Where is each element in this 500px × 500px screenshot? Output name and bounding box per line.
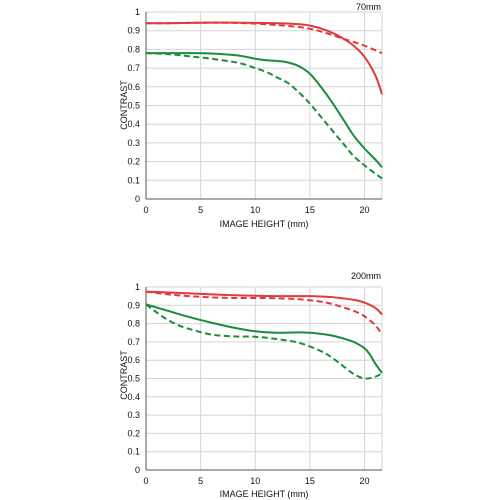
mtf-chart-70mm: 00.10.20.30.40.50.60.70.80.910 5 10 15 20 70… xyxy=(119,2,383,229)
x-tick-label: 0 xyxy=(143,205,148,215)
x-tick-label: 10 xyxy=(250,205,260,215)
series-line-1 xyxy=(145,290,383,336)
series-line-2 xyxy=(146,52,383,168)
chart-title: 70mm xyxy=(356,2,381,12)
y-tick-label: 0.3 xyxy=(127,410,140,420)
x-axis-label: IMAGE HEIGHT (mm) xyxy=(220,219,309,229)
series-line-0 xyxy=(145,290,383,316)
series-line-1 xyxy=(145,21,383,55)
y-tick-label: 0 xyxy=(135,194,140,204)
x-tick-label: 15 xyxy=(305,205,315,215)
y-tick-label: 0.2 xyxy=(127,428,140,438)
y-tick-label: 0.9 xyxy=(127,300,140,310)
y-tick-label: 0.5 xyxy=(127,101,140,111)
mtf-chart-200mm: 00.10.20.30.40.50.60.70.80.910 5 10 15 20 20… xyxy=(119,271,383,499)
x-tick-label: 10 xyxy=(250,476,260,486)
y-tick-label: 0.8 xyxy=(127,319,140,329)
series-line-3 xyxy=(145,303,383,380)
y-tick-label: 0.6 xyxy=(127,355,140,365)
y-tick-label: 1 xyxy=(135,282,140,292)
y-tick-label: 0.1 xyxy=(127,175,140,185)
y-tick-label: 0.4 xyxy=(127,392,140,402)
y-tick-label: 0.9 xyxy=(127,26,140,36)
y-tick-label: 0 xyxy=(135,465,140,475)
y-tick-label: 0.8 xyxy=(127,44,140,54)
x-tick-label: 20 xyxy=(360,476,370,486)
y-tick-label: 0.2 xyxy=(127,157,140,167)
x-tick-label: 15 xyxy=(305,476,315,486)
y-axis-label: CONTRAST xyxy=(119,350,129,400)
x-tick-label: 20 xyxy=(360,205,370,215)
y-tick-label: 0.1 xyxy=(127,447,140,457)
y-tick-label: 0.5 xyxy=(127,374,140,384)
y-tick-label: 0.4 xyxy=(127,119,140,129)
x-axis-label: IMAGE HEIGHT (mm) xyxy=(220,489,309,499)
y-tick-label: 0.7 xyxy=(127,337,140,347)
y-tick-label: 0.6 xyxy=(127,82,140,92)
y-tick-label: 0.7 xyxy=(127,63,140,73)
y-tick-label: 0.3 xyxy=(127,138,140,148)
x-tick-label: 0 xyxy=(143,476,148,486)
series-line-3 xyxy=(145,52,383,180)
chart-title: 200mm xyxy=(351,271,381,281)
y-tick-label: 1 xyxy=(135,7,140,17)
series-line-0 xyxy=(145,21,383,95)
x-tick-label: 5 xyxy=(198,205,203,215)
x-tick-label: 5 xyxy=(198,476,203,486)
series-line-2 xyxy=(145,303,383,374)
y-axis-label: CONTRAST xyxy=(119,80,129,130)
